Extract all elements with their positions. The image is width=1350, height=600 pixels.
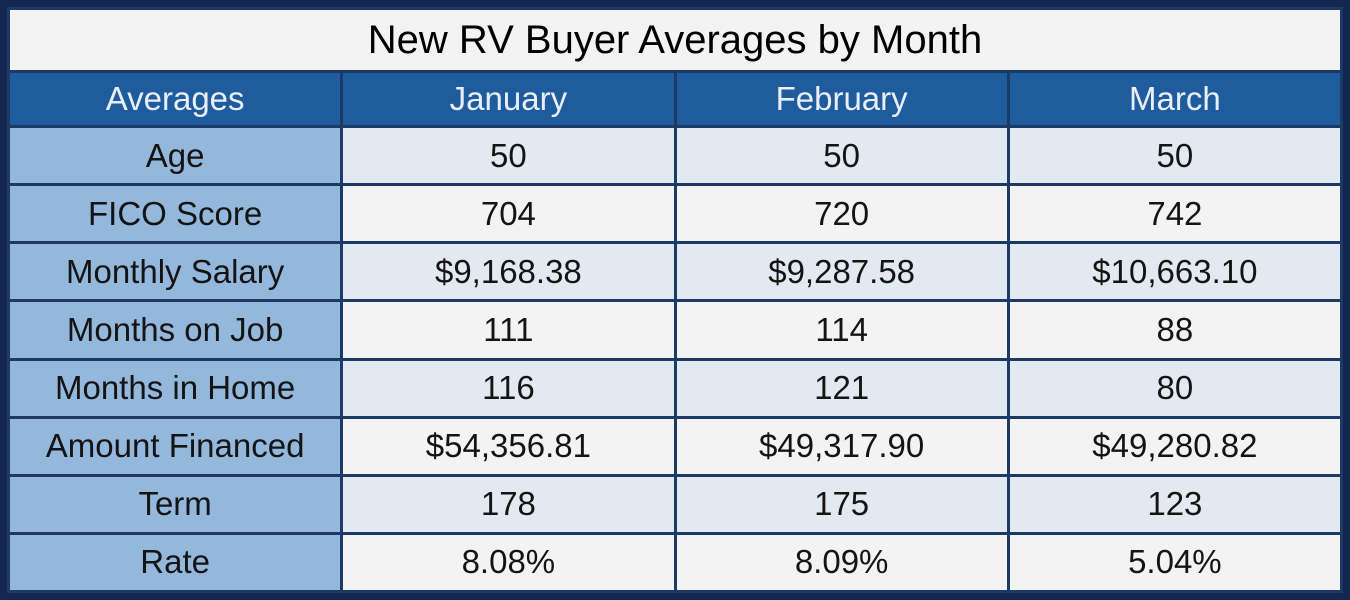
row-label-amount-financed: Amount Financed [6,415,344,477]
column-header-february: February [673,70,1010,128]
cell-salary-february: $9,287.58 [673,241,1010,303]
cell-amount-financed-january: $54,356.81 [340,415,677,477]
cell-months-on-job-march: 88 [1006,299,1344,361]
cell-months-in-home-february: 121 [673,357,1010,419]
cell-fico-march: 742 [1006,183,1344,245]
column-header-averages: Averages [6,70,344,128]
cell-age-march: 50 [1006,124,1344,187]
row-label-monthly-salary: Monthly Salary [6,241,344,303]
cell-months-on-job-february: 114 [673,299,1010,361]
table-row-rate: Rate 8.08% 8.09% 5.04% [6,531,1344,594]
cell-salary-march: $10,663.10 [1006,241,1344,303]
row-label-fico-score: FICO Score [6,183,344,245]
header-row: Averages January February March [6,70,1344,128]
column-header-march: March [1006,70,1344,128]
cell-salary-january: $9,168.38 [340,241,677,303]
row-label-months-in-home: Months in Home [6,357,344,419]
table-row-age: Age 50 50 50 [6,124,1344,187]
cell-rate-february: 8.09% [673,531,1010,594]
cell-months-in-home-march: 80 [1006,357,1344,419]
table-row-amount-financed: Amount Financed $54,356.81 $49,317.90 $4… [6,415,1344,477]
table-row-term: Term 178 175 123 [6,473,1344,535]
table-row-months-in-home: Months in Home 116 121 80 [6,357,1344,419]
cell-age-february: 50 [673,124,1010,187]
table-row-monthly-salary: Monthly Salary $9,168.38 $9,287.58 $10,6… [6,241,1344,303]
cell-fico-january: 704 [340,183,677,245]
row-label-rate: Rate [6,531,344,594]
cell-amount-financed-march: $49,280.82 [1006,415,1344,477]
row-label-age: Age [6,124,344,187]
row-label-months-on-job: Months on Job [6,299,344,361]
table-row-months-on-job: Months on Job 111 114 88 [6,299,1344,361]
column-header-january: January [340,70,677,128]
cell-age-january: 50 [340,124,677,187]
cell-rate-march: 5.04% [1006,531,1344,594]
table-title: New RV Buyer Averages by Month [7,7,1343,73]
row-label-term: Term [6,473,344,535]
rv-buyer-averages-table: New RV Buyer Averages by Month Averages … [6,7,1344,594]
cell-months-on-job-january: 111 [340,299,677,361]
cell-term-march: 123 [1006,473,1344,535]
cell-rate-january: 8.08% [340,531,677,594]
cell-fico-february: 720 [673,183,1010,245]
cell-months-in-home-january: 116 [340,357,677,419]
table-row-fico-score: FICO Score 704 720 742 [6,183,1344,245]
cell-term-january: 178 [340,473,677,535]
title-row: New RV Buyer Averages by Month [7,7,1343,73]
cell-amount-financed-february: $49,317.90 [673,415,1010,477]
cell-term-february: 175 [673,473,1010,535]
